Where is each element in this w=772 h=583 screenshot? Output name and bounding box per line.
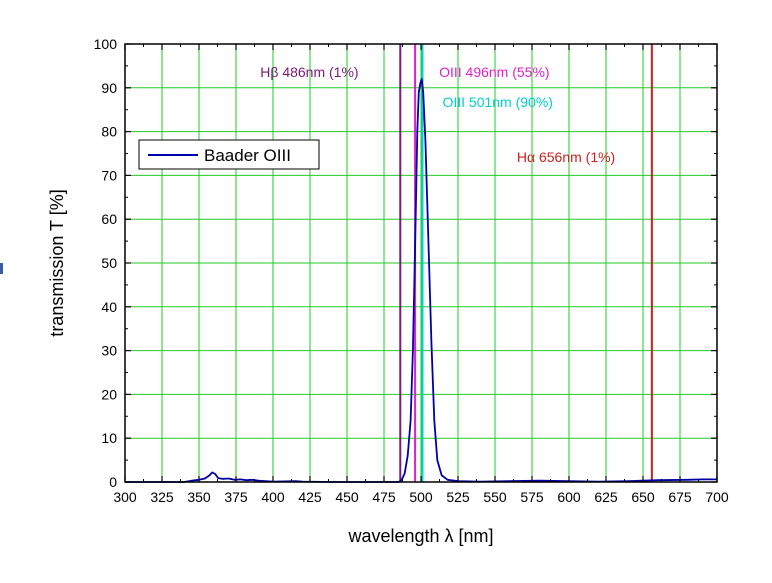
x-tick-label: 375 bbox=[224, 489, 248, 505]
reference-line-label: Hβ 486nm (1%) bbox=[260, 64, 358, 80]
edge-marker bbox=[0, 263, 3, 274]
x-tick-label: 300 bbox=[113, 489, 137, 505]
tick-labels: 300 325 350 375 400 425 450 475 500 525 550 575 600 6… bbox=[94, 36, 729, 505]
y-tick-label: 100 bbox=[94, 36, 118, 52]
x-tick-label: 400 bbox=[261, 489, 285, 505]
x-tick-label: 575 bbox=[520, 489, 544, 505]
grid bbox=[125, 44, 717, 482]
x-tick-label: 550 bbox=[483, 489, 507, 505]
x-axis-title: wavelength λ [nm] bbox=[347, 526, 493, 546]
y-tick-label: 80 bbox=[101, 124, 117, 140]
axis-ticks bbox=[124, 43, 718, 483]
y-tick-label: 60 bbox=[101, 211, 117, 227]
y-tick-label: 90 bbox=[101, 80, 117, 96]
x-tick-label: 350 bbox=[187, 489, 211, 505]
x-tick-label: 650 bbox=[631, 489, 655, 505]
x-tick-label: 675 bbox=[668, 489, 692, 505]
x-tick-label: 450 bbox=[335, 489, 359, 505]
y-tick-label: 0 bbox=[109, 474, 117, 490]
y-tick-label: 20 bbox=[101, 386, 117, 402]
y-tick-label: 40 bbox=[101, 299, 117, 315]
x-tick-label: 325 bbox=[150, 489, 174, 505]
x-tick-label: 425 bbox=[298, 489, 322, 505]
x-tick-label: 600 bbox=[557, 489, 581, 505]
x-tick-label: 700 bbox=[705, 489, 729, 505]
y-tick-label: 50 bbox=[101, 255, 117, 271]
x-tick-label: 525 bbox=[446, 489, 470, 505]
y-tick-label: 10 bbox=[101, 430, 117, 446]
reference-line-label: OIII 496nm (55%) bbox=[439, 64, 549, 80]
reference-lines: Hβ 486nm (1%) OIII 496nm (55%) OIII 501nm … bbox=[260, 44, 653, 482]
y-tick-label: 70 bbox=[101, 167, 117, 183]
x-tick-label: 625 bbox=[594, 489, 618, 505]
reference-line-label: OIII 501nm (90%) bbox=[442, 94, 552, 110]
x-tick-label: 500 bbox=[409, 489, 433, 505]
legend-label: Baader OIII bbox=[204, 146, 291, 165]
x-tick-label: 475 bbox=[372, 489, 396, 505]
y-tick-label: 30 bbox=[101, 343, 117, 359]
y-axis-title: transmission T [%] bbox=[47, 189, 67, 336]
reference-line-label: Hα 656nm (1%) bbox=[517, 149, 615, 165]
legend: Baader OIII bbox=[138, 139, 320, 170]
